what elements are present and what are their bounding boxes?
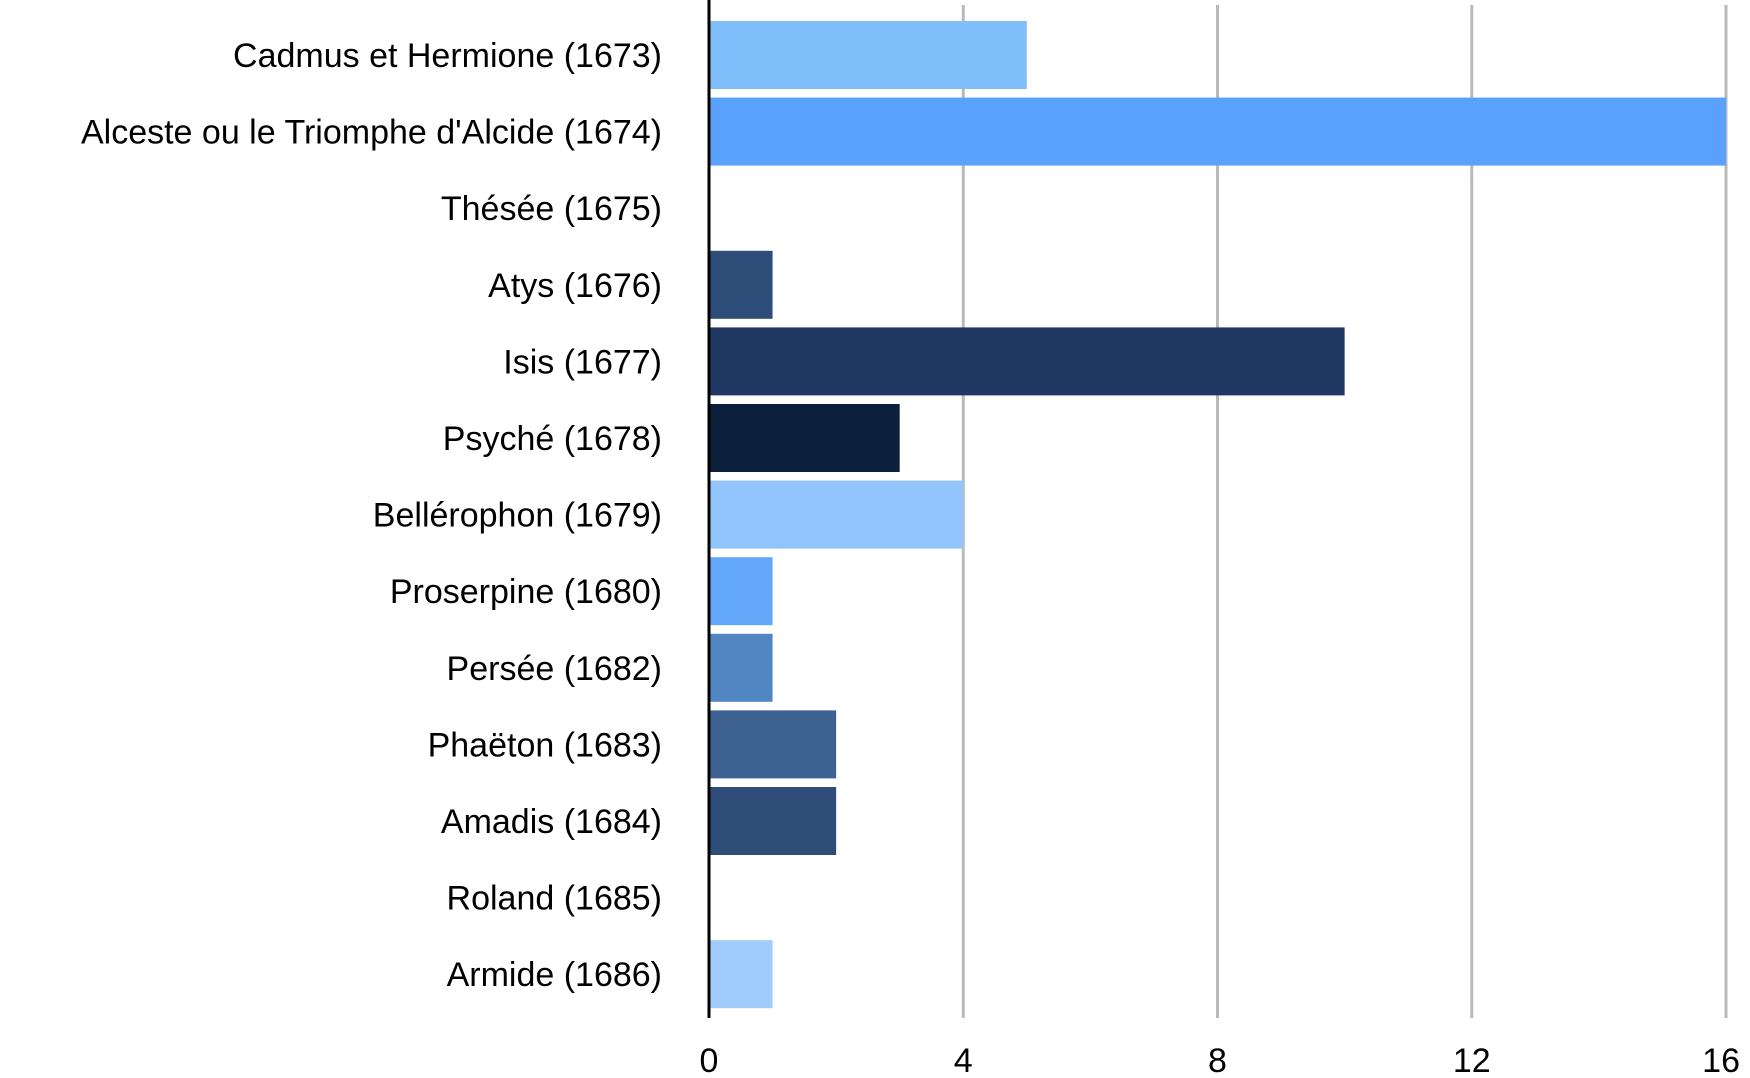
bar-8	[709, 633, 773, 702]
bar-9	[709, 710, 837, 779]
category-label-2: Thésée (1675)	[441, 190, 662, 228]
category-label-5: Psyché (1678)	[443, 420, 662, 458]
category-label-6: Bellérophon (1679)	[373, 497, 662, 535]
bar-5	[709, 404, 900, 472]
bar-4	[709, 327, 1345, 396]
bars	[709, 21, 1726, 1009]
category-labels: Cadmus et Hermione (1673) Alceste ou le T…	[81, 37, 662, 994]
category-label-1: Alceste ou le Triomphe d'Alcide (1674)	[81, 114, 662, 152]
bar-7	[709, 557, 773, 626]
bar-10	[709, 787, 837, 855]
x-tick-label-8: 8	[1208, 1042, 1227, 1078]
x-tick-label-12: 12	[1453, 1042, 1491, 1078]
category-label-4: Isis (1677)	[503, 343, 662, 381]
bar-6	[709, 480, 964, 549]
category-label-0: Cadmus et Hermione (1673)	[233, 37, 662, 75]
bar-0	[709, 21, 1027, 89]
bar-1	[709, 97, 1726, 166]
x-tick-labels: 0 4 8 12 16	[700, 1042, 1740, 1078]
category-label-11: Roland (1685)	[447, 880, 662, 918]
category-label-7: Proserpine (1680)	[390, 573, 662, 611]
x-tick-label-0: 0	[700, 1042, 719, 1078]
category-label-12: Armide (1686)	[447, 956, 662, 994]
x-tick-label-4: 4	[954, 1042, 973, 1078]
bar-12	[709, 940, 773, 1009]
category-label-9: Phaëton (1683)	[428, 726, 662, 764]
x-tick-label-16: 16	[1702, 1042, 1740, 1078]
bar-3	[709, 250, 773, 319]
category-label-10: Amadis (1684)	[441, 803, 662, 841]
category-label-3: Atys (1676)	[488, 267, 662, 305]
category-label-8: Persée (1682)	[447, 650, 662, 688]
